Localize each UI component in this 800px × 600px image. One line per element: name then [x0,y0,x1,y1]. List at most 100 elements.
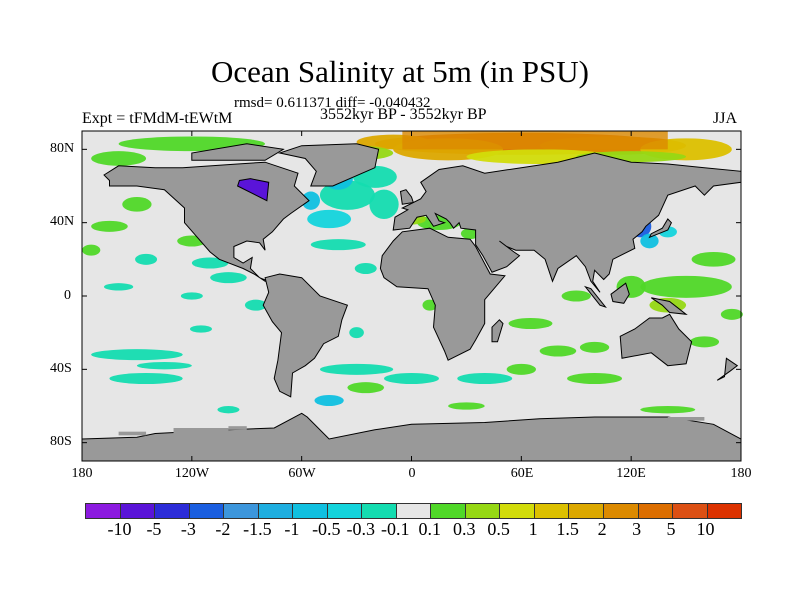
experiment-label: Expt = tFMdM-tEWtM [82,110,233,127]
lat-tick-label: 40N [50,214,75,229]
colorbar-swatch [120,504,156,518]
colorbar-swatch [293,504,328,518]
salinity-anomaly-patch [91,220,128,232]
ice-shelf-mask [228,426,247,430]
colorbar-swatch [707,504,742,518]
colorbar-label: 5 [666,519,676,539]
salinity-anomaly-patch [640,275,732,298]
salinity-anomaly-patch [349,327,364,339]
colorbar-swatch [431,504,466,518]
salinity-anomaly-patch [579,341,610,353]
colorbar-swatch [189,504,225,518]
landmass-canadian-archipelago [191,143,285,161]
salinity-anomaly-patch [319,363,394,375]
colorbar-label: 1.5 [556,519,579,539]
landmass-japan [648,218,673,239]
salinity-anomaly-patch [109,373,183,384]
colorbar-swatch [638,504,674,518]
salinity-anomaly-patch [103,283,134,291]
salinity-anomaly-patch [190,325,212,333]
salinity-anomaly-patch [448,402,485,410]
season-label: JJA [713,110,738,127]
colorbar-swatch [500,504,535,518]
colorbar-swatch [86,504,121,518]
salinity-anomaly-patch [91,151,147,166]
colorbar-label: -3 [180,519,196,539]
colorbar-label: -2 [215,519,231,539]
salinity-anomaly-patch [347,382,385,394]
salinity-anomaly-patch [720,308,743,320]
ice-shelf-mask [173,428,229,434]
lon-tick-label: 120W [174,466,210,481]
salinity-anomaly-patch [217,406,240,414]
colorbar-label: 1 [528,519,538,539]
colorbar-swatch [569,504,604,518]
salinity-anomaly-patch [82,244,101,256]
colorbar-label: -0.3 [346,519,376,539]
lat-tick-label: 40S [50,361,72,376]
colorbar-swatch [396,504,432,518]
colorbar-label: -1.5 [243,519,272,539]
colorbar-label: -10 [107,519,132,539]
salinity-anomaly-patch [244,299,267,311]
colorbar-label: 2 [597,519,607,539]
salinity-anomaly-patch [210,272,247,284]
lon-tick-label: 60W [288,466,316,481]
salinity-anomaly-patch [135,253,158,265]
colorbar-swatch [465,504,501,518]
colorbar-swatch [327,504,363,518]
salinity-anomaly-patch [567,373,623,384]
landmass-uk [399,189,414,205]
colorbar-swatch [258,504,294,518]
salinity-anomaly-patch [402,131,668,150]
hudson-bay-anomaly [236,178,270,202]
landmass-sumatra [583,285,607,308]
colorbar-label: 0.3 [452,519,476,539]
salinity-anomaly-patch [307,209,352,229]
salinity-anomaly-patch [122,197,152,212]
salinity-anomaly-patch [640,233,659,249]
landmass-africa [379,227,506,361]
salinity-anomaly-patch [191,257,229,269]
lat-tick-label: 0 [64,288,71,303]
colorbar-label: -5 [146,519,162,539]
colorbar-label: 10 [696,519,715,539]
lon-tick-label: 0 [408,466,416,481]
landmass-new-guinea [651,297,688,315]
colorbar-label: -0.5 [312,519,341,539]
salinity-anomaly-patch [369,189,399,219]
lat-tick-label: 80N [50,141,75,156]
landmass-borneo [610,282,630,304]
ice-shelf-mask [118,431,147,436]
colorbar-label: -1 [284,519,300,539]
landmass-new-zealand [716,357,739,381]
colorbar-swatch [224,504,259,518]
landmass-australia [619,313,693,367]
colorbar-label: 0.5 [487,519,510,539]
lon-tick-label: 180 [730,466,752,481]
landmass-eurasia [392,152,742,293]
lon-tick-label: 180 [71,466,93,481]
salinity-anomaly-patch [422,299,438,311]
colorbar-label: -0.1 [381,519,410,539]
salinity-anomaly-patch [460,228,480,240]
salinity-anomaly-patch [691,252,736,267]
salinity-anomaly-patch [301,191,320,210]
colorbar-swatch [362,504,397,518]
salinity-anomaly-patch [506,363,536,375]
salinity-anomaly-patch [180,292,203,300]
stats-text: rmsd= 0.611371 diff= -0.040432 [234,95,431,111]
salinity-anomaly-patch [561,290,591,302]
salinity-anomaly-patch [508,318,553,329]
colorbar [85,503,742,519]
lon-tick-label: 60E [510,466,534,481]
figure-title: Ocean Salinity at 5m (in PSU) [211,54,589,89]
colorbar-swatch [534,504,570,518]
salinity-anomaly-patch [457,373,513,384]
salinity-anomaly-patch [91,349,183,361]
colorbar-swatch [155,504,190,518]
ice-shelf-mask [667,417,705,421]
salinity-anomaly-patch [354,263,377,274]
landmass-greenland [277,143,380,187]
